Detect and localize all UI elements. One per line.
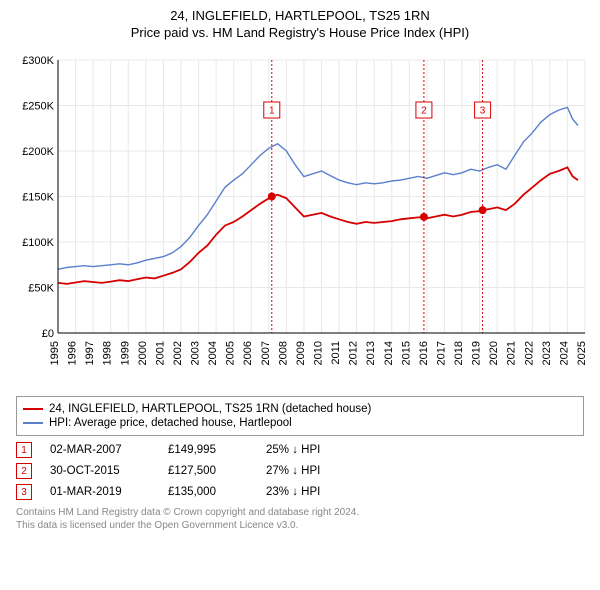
svg-text:2009: 2009 [295, 341, 307, 365]
svg-text:£250K: £250K [22, 101, 54, 113]
chart-area: 1 2 3 1995 1996 1997 1998 1999 2000 2001 2002 2003… [10, 48, 590, 388]
sale-delta-3: 23% ↓ HPI [266, 486, 346, 498]
sale-row-2: 2 30-OCT-2015 £127,500 27% ↓ HPI [16, 463, 584, 479]
title-address: 24, INGLEFIELD, HARTLEPOOL, TS25 1RN [8, 8, 592, 23]
sale-price-3: £135,000 [168, 486, 248, 498]
svg-text:2008: 2008 [277, 341, 289, 365]
svg-text:2000: 2000 [137, 341, 149, 365]
svg-text:2019: 2019 [471, 341, 483, 365]
sale-date-1: 02-MAR-2007 [50, 444, 150, 456]
svg-text:£150K: £150K [22, 192, 54, 204]
chart-svg: 1 2 3 1995 1996 1997 1998 1999 2000 2001 2002 2003… [10, 48, 590, 388]
svg-text:£100K: £100K [22, 237, 54, 249]
sale-row-3: 3 01-MAR-2019 £135,000 23% ↓ HPI [16, 484, 584, 500]
svg-text:1997: 1997 [84, 341, 96, 365]
legend: 24, INGLEFIELD, HARTLEPOOL, TS25 1RN (de… [16, 396, 584, 436]
svg-text:1998: 1998 [102, 341, 114, 365]
legend-label-hpi: HPI: Average price, detached house, Hart… [49, 417, 292, 429]
sale-price-2: £127,500 [168, 465, 248, 477]
svg-text:£50K: £50K [28, 283, 54, 295]
svg-text:2024: 2024 [558, 341, 570, 365]
sale-delta-2: 27% ↓ HPI [266, 465, 346, 477]
svg-text:2020: 2020 [488, 341, 500, 365]
attribution-line2: This data is licensed under the Open Gov… [16, 519, 584, 532]
svg-text:2007: 2007 [260, 341, 272, 365]
legend-label-property: 24, INGLEFIELD, HARTLEPOOL, TS25 1RN (de… [49, 403, 371, 415]
svg-text:£0: £0 [42, 328, 54, 340]
sale-badge-1: 1 [16, 442, 32, 458]
svg-text:2021: 2021 [506, 341, 518, 365]
legend-swatch-property [23, 408, 43, 410]
legend-item-property: 24, INGLEFIELD, HARTLEPOOL, TS25 1RN (de… [23, 403, 577, 415]
svg-text:2023: 2023 [541, 341, 553, 365]
chart-container: 24, INGLEFIELD, HARTLEPOOL, TS25 1RN Pri… [0, 0, 600, 590]
sale-price-1: £149,995 [168, 444, 248, 456]
svg-text:1: 1 [269, 106, 275, 117]
title-subtitle: Price paid vs. HM Land Registry's House … [8, 25, 592, 40]
svg-text:2002: 2002 [172, 341, 184, 365]
svg-text:2010: 2010 [313, 341, 325, 365]
svg-text:2015: 2015 [400, 341, 412, 365]
svg-text:£200K: £200K [22, 146, 54, 158]
svg-text:2: 2 [421, 106, 427, 117]
svg-text:2013: 2013 [365, 341, 377, 365]
svg-text:2014: 2014 [383, 341, 395, 365]
svg-text:2011: 2011 [330, 341, 342, 365]
legend-swatch-hpi [23, 422, 43, 424]
svg-text:2004: 2004 [207, 341, 219, 365]
svg-text:£300K: £300K [22, 55, 54, 67]
sale-date-3: 01-MAR-2019 [50, 486, 150, 498]
svg-text:2018: 2018 [453, 341, 465, 365]
sale-badge-2: 2 [16, 463, 32, 479]
svg-text:1996: 1996 [67, 341, 79, 365]
sale-date-2: 30-OCT-2015 [50, 465, 150, 477]
svg-text:2016: 2016 [418, 341, 430, 365]
legend-item-hpi: HPI: Average price, detached house, Hart… [23, 417, 577, 429]
svg-text:2001: 2001 [154, 341, 166, 365]
sale-badge-1-num: 1 [21, 445, 27, 456]
svg-text:1999: 1999 [119, 341, 131, 365]
svg-text:2003: 2003 [190, 341, 202, 365]
sale-badge-3: 3 [16, 484, 32, 500]
sale-row-1: 1 02-MAR-2007 £149,995 25% ↓ HPI [16, 442, 584, 458]
attribution: Contains HM Land Registry data © Crown c… [16, 506, 584, 532]
sale-badge-3-num: 3 [21, 487, 27, 498]
sales-table: 1 02-MAR-2007 £149,995 25% ↓ HPI 2 30-OC… [16, 442, 584, 500]
svg-text:2012: 2012 [348, 341, 360, 365]
svg-text:3: 3 [480, 106, 486, 117]
svg-text:2006: 2006 [242, 341, 254, 365]
svg-text:2022: 2022 [523, 341, 535, 365]
attribution-line1: Contains HM Land Registry data © Crown c… [16, 506, 584, 519]
sale-delta-1: 25% ↓ HPI [266, 444, 346, 456]
sale-badge-2-num: 2 [21, 466, 27, 477]
svg-text:2025: 2025 [576, 341, 588, 365]
svg-text:2005: 2005 [225, 341, 237, 365]
title-block: 24, INGLEFIELD, HARTLEPOOL, TS25 1RN Pri… [8, 8, 592, 40]
svg-text:1995: 1995 [49, 341, 61, 365]
svg-text:2017: 2017 [435, 341, 447, 365]
